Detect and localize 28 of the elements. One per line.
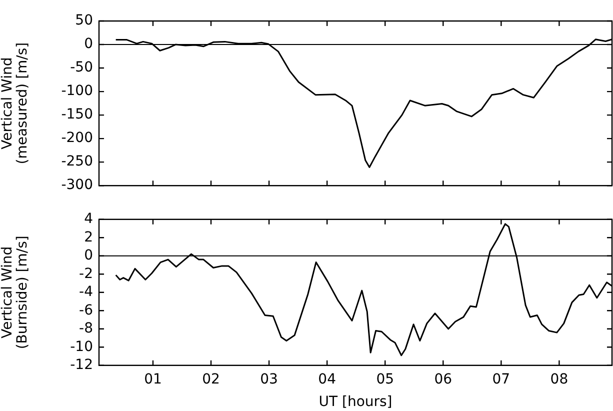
y-tick-label: -50 <box>70 60 93 76</box>
x-tick-label: 05 <box>376 371 394 388</box>
y-axis-title: Vertical Wind (measured) [m/s] <box>0 42 31 164</box>
x-axis-title: UT [hours] <box>318 394 392 410</box>
y-tick-label: -150 <box>61 106 93 123</box>
x-tick-label: 04 <box>318 371 336 388</box>
y-tick-label: -250 <box>61 154 93 170</box>
y-tick-label: -10 <box>70 338 93 355</box>
x-tick-label: 08 <box>550 371 568 388</box>
y-tick-label: -12 <box>70 357 93 374</box>
x-tick-label: 01 <box>144 371 162 388</box>
x-tick-label: 02 <box>202 371 220 388</box>
y-tick-label: -4 <box>79 284 94 300</box>
y-tick-label: -2 <box>79 266 93 282</box>
y-tick-label: -6 <box>79 302 94 318</box>
y-tick-label: -300 <box>61 177 93 194</box>
x-tick-label: 06 <box>434 371 452 388</box>
y-tick-label: 0 <box>84 248 93 264</box>
y-tick-label: -100 <box>61 83 93 100</box>
y-axis-title: Vertical Wind (Burnside) [m/s] <box>0 236 31 350</box>
y-tick-label: 2 <box>84 229 93 246</box>
x-tick-label: 03 <box>260 371 278 388</box>
y-tick-label: -200 <box>61 130 93 146</box>
y-tick-label: -8 <box>79 320 93 337</box>
x-tick-label: 07 <box>492 371 510 388</box>
y-tick-label: 50 <box>75 12 93 29</box>
y-tick-label: 4 <box>84 211 94 228</box>
y-tick-label: 0 <box>84 36 93 52</box>
